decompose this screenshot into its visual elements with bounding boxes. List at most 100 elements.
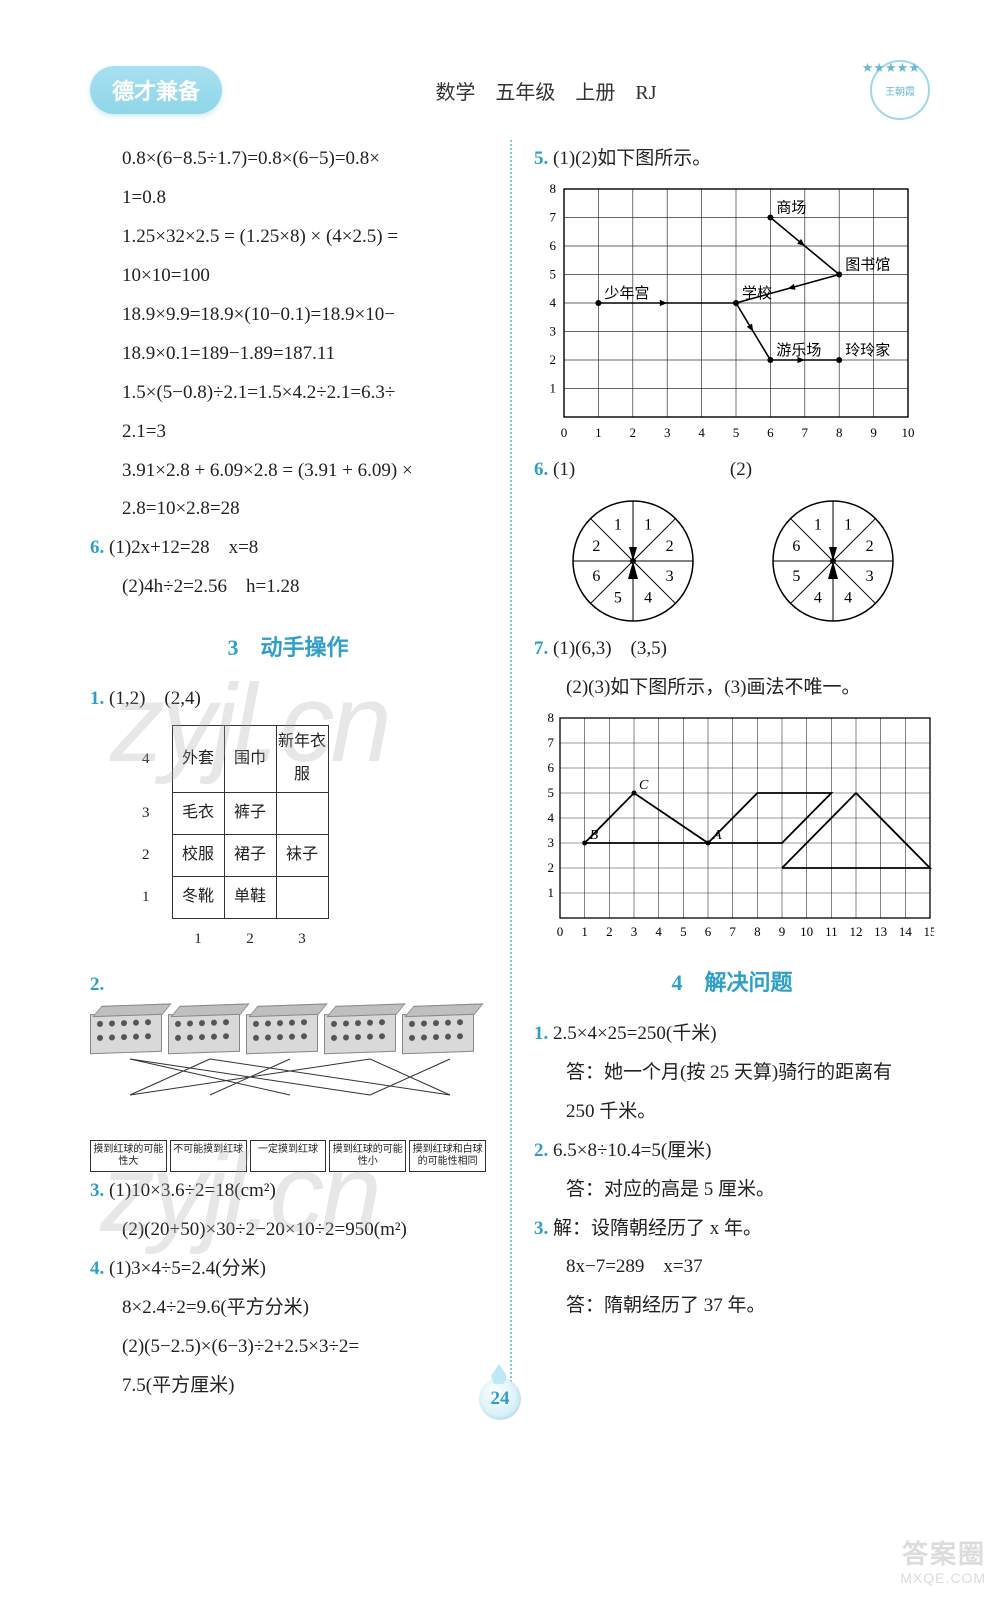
text: (1)3×4÷5=2.4(分米)	[109, 1258, 266, 1279]
svg-text:3: 3	[666, 568, 674, 585]
left-column: 0.8×(6−8.5÷1.7)=0.8×(6−5)=0.8× 1=0.8 1.2…	[90, 140, 510, 1406]
cell: 2	[224, 918, 276, 960]
svg-text:8: 8	[754, 924, 761, 939]
svg-text:6: 6	[792, 538, 800, 555]
cell	[276, 792, 328, 834]
label-box: 摸到红球和白球的可能性相同	[409, 1140, 486, 1172]
box-row	[90, 1013, 486, 1053]
box-icon	[324, 1012, 396, 1055]
label-box: 不可能摸到红球	[170, 1140, 247, 1172]
svg-text:5: 5	[548, 785, 555, 800]
eq-line: 0.8×(6−8.5÷1.7)=0.8×(6−5)=0.8×	[90, 140, 486, 179]
svg-text:8: 8	[548, 712, 555, 725]
badge-left: 德才兼备	[90, 66, 222, 114]
s3-q2: 2. 摸到红球的可能性大	[90, 966, 486, 1172]
svg-text:学校: 学校	[742, 285, 772, 302]
cell: 3	[276, 918, 328, 960]
box-icon	[90, 1012, 162, 1055]
cell: 外套	[172, 726, 224, 793]
svg-text:3: 3	[664, 425, 671, 440]
cell: 单鞋	[224, 876, 276, 918]
svg-text:9: 9	[779, 924, 786, 939]
svg-text:6: 6	[767, 425, 774, 440]
s3-q4b: 8×2.4÷2=9.6(平方分米)	[90, 1289, 486, 1328]
svg-text:游乐场: 游乐场	[776, 342, 821, 359]
svg-text:C: C	[639, 778, 649, 793]
text: (1)10×3.6÷2=18(cm²)	[109, 1180, 276, 1201]
column-divider	[510, 140, 512, 1406]
r-q7a: 7. (1)(6,3) (3,5)	[534, 630, 930, 669]
svg-text:4: 4	[550, 295, 557, 310]
svg-text:4: 4	[698, 425, 705, 440]
svg-text:6: 6	[705, 924, 712, 939]
cell: 毛衣	[172, 792, 224, 834]
cell: 4	[120, 726, 172, 793]
svg-text:11: 11	[825, 924, 838, 939]
q6a-text: (1)2x+12=28 x=8	[109, 537, 258, 558]
svg-text:0: 0	[561, 425, 568, 440]
svg-text:0: 0	[557, 924, 564, 939]
svg-text:6: 6	[548, 760, 555, 775]
svg-text:5: 5	[680, 924, 687, 939]
svg-text:12: 12	[850, 924, 863, 939]
svg-text:8: 8	[550, 183, 557, 196]
svg-text:2: 2	[630, 425, 637, 440]
svg-text:3: 3	[631, 924, 638, 939]
s3-q4d: 7.5(平方厘米)	[90, 1367, 486, 1406]
box-icon	[246, 1012, 318, 1055]
eq-line: 18.9×9.9=18.9×(10−0.1)=18.9×10−	[90, 296, 486, 335]
eq-line: 1.5×(5−0.8)÷2.1=1.5×4.2÷2.1=6.3÷	[90, 374, 486, 413]
cell	[276, 876, 328, 918]
eq-line: 2.8=10×2.8=28	[90, 490, 486, 529]
s3-q3a: 3. (1)10×3.6÷2=18(cm²)	[90, 1172, 486, 1211]
svg-text:6: 6	[550, 238, 557, 253]
s3-q1: 1. (1,2) (2,4)	[90, 680, 486, 719]
text: 6.5×8÷10.4=5(厘米)	[553, 1140, 712, 1161]
q6a: 6. (1)2x+12=28 x=8	[90, 529, 486, 568]
cell: 1	[172, 918, 224, 960]
svg-text:3: 3	[548, 835, 555, 850]
svg-text:少年宫: 少年宫	[604, 285, 649, 302]
svg-text:1: 1	[595, 425, 602, 440]
svg-text:4: 4	[814, 589, 822, 606]
svg-text:商场: 商场	[776, 199, 806, 216]
text: 解：设隋朝经历了 x 年。	[553, 1218, 762, 1239]
header: 德才兼备 数学 五年级 上册 RJ 王朝霞	[90, 60, 930, 120]
r-q6: 6. (1) (2)	[534, 451, 930, 490]
cell: 袜子	[276, 834, 328, 876]
page-root: ★★★★★ 德才兼备 数学 五年级 上册 RJ 王朝霞 0.8×(6−8.5÷1…	[0, 0, 1000, 1446]
svg-text:2: 2	[548, 860, 555, 875]
svg-text:15: 15	[924, 924, 935, 939]
label-row: 摸到红球的可能性大 不可能摸到红球 一定摸到红球 摸到红球的可能性小 摸到红球和…	[90, 1140, 486, 1172]
cross-lines-icon	[90, 1057, 490, 1097]
r-q5: 5. (1)(2)如下图所示。	[534, 140, 930, 179]
cell	[120, 918, 172, 960]
right-column: 5. (1)(2)如下图所示。 商场图书馆少年宫学校游乐场玲玲家01234567…	[510, 140, 930, 1406]
box-icon	[168, 1012, 240, 1055]
svg-text:图书馆: 图书馆	[845, 256, 890, 273]
corner-watermark: 答案圈 MXQE.COM	[900, 1540, 986, 1586]
cell: 裤子	[224, 792, 276, 834]
svg-text:6: 6	[592, 568, 600, 585]
svg-text:1: 1	[581, 924, 588, 939]
cell: 3	[120, 792, 172, 834]
s4-q2b: 答：对应的高是 5 厘米。	[534, 1171, 930, 1210]
svg-text:1: 1	[844, 516, 852, 533]
box-icon	[402, 1012, 474, 1055]
svg-text:5: 5	[792, 568, 800, 585]
svg-text:4: 4	[644, 589, 652, 606]
page-number: 24	[479, 1378, 521, 1420]
s4-q2a: 2. 6.5×8÷10.4=5(厘米)	[534, 1132, 930, 1171]
cell: 围巾	[224, 726, 276, 793]
s4-q3a: 3. 解：设隋朝经历了 x 年。	[534, 1210, 930, 1249]
svg-text:5: 5	[614, 589, 622, 606]
corner-en: MXQE.COM	[900, 1570, 986, 1586]
spinner2: 12344561	[768, 496, 898, 626]
svg-text:1: 1	[548, 885, 555, 900]
s3-q3b: (2)(20+50)×30÷2−20×10÷2=950(m²)	[90, 1211, 486, 1250]
svg-text:B: B	[590, 828, 599, 843]
s4-q3b: 8x−7=289 x=37	[534, 1248, 930, 1287]
svg-text:A: A	[712, 828, 722, 843]
page-title: 数学 五年级 上册 RJ	[435, 76, 656, 105]
svg-text:10: 10	[800, 924, 813, 939]
